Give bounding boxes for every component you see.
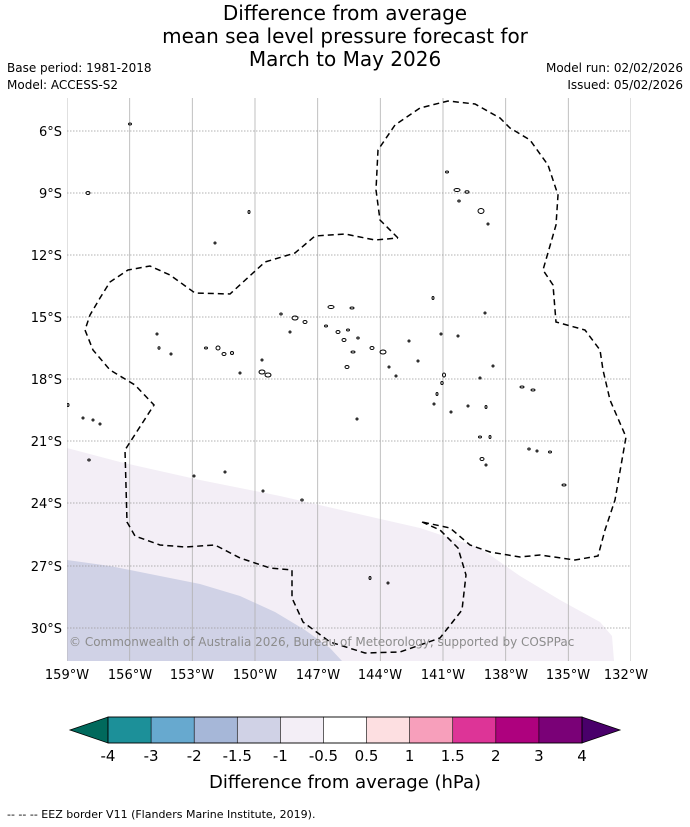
lon-label: 138°W	[484, 668, 528, 683]
colorbar-segment	[193, 716, 238, 744]
latitude-labels: 6°S 9°S 12°S 15°S 18°S 21°S 24°S 27°S 30…	[31, 125, 62, 637]
lat-label: 18°S	[31, 373, 62, 388]
colorbar-tick-label: -2	[187, 747, 202, 765]
colorbar-segment	[495, 716, 540, 744]
lon-label: 150°W	[233, 668, 277, 683]
title-line-3: March to May 2026	[248, 47, 442, 71]
meridians	[67, 98, 631, 661]
eez-border-pitcairn	[84, 233, 467, 654]
map-frame: © Commonwealth of Australia 2026, Bureau…	[67, 98, 631, 661]
lon-label: 147°W	[296, 668, 340, 683]
model-run: Model run: 02/02/2026	[545, 61, 683, 75]
colorbar: -4 -3 -2 -1.5 -1 -0.5 0.5 1 1.5 2 3 4 Difference fr…	[68, 716, 622, 793]
base-period: Base period: 1981-2018	[7, 61, 152, 75]
colorbar-tick-label: 1	[405, 747, 415, 765]
colorbar-segment	[409, 716, 454, 744]
graticule	[67, 98, 631, 661]
lat-label: 21°S	[31, 435, 62, 450]
colorbar-tick-label: -0.5	[309, 747, 338, 765]
colorbar-over-arrow	[581, 716, 622, 744]
colorbar-tick-label: 1.5	[441, 747, 465, 765]
lon-label: 132°W	[604, 668, 648, 683]
colorbar-tick-label: -1.5	[223, 747, 252, 765]
colorbar-title: Difference from average (hPa)	[209, 772, 481, 793]
colorbar-tick-label: 4	[577, 747, 587, 765]
colorbar-segment	[323, 716, 368, 744]
lat-label: 30°S	[31, 622, 62, 637]
title-line-1: Difference from average	[222, 1, 468, 25]
colorbar-tick-label: -1	[273, 747, 288, 765]
eez-footnote: -- -- -- EEZ border V11 (Flanders Marine…	[7, 808, 316, 821]
lon-label: 144°W	[358, 668, 402, 683]
eez-border-french-polynesia	[375, 100, 627, 561]
colorbar-segment	[452, 716, 497, 744]
issued-date: Issued: 05/02/2026	[567, 78, 683, 92]
lon-label: 159°W	[45, 668, 89, 683]
anomaly-area-moderate-negative	[67, 560, 342, 661]
lon-label: 135°W	[546, 668, 590, 683]
colorbar-tick-label: -3	[144, 747, 159, 765]
lon-label: 153°W	[170, 668, 214, 683]
colorbar-tick-label: -4	[101, 747, 116, 765]
model-name: Model: ACCESS-S2	[7, 78, 119, 92]
colorbar-segments	[107, 716, 583, 744]
colorbar-labels: -4 -3 -2 -1.5 -1 -0.5 0.5 1 1.5 2 3 4	[101, 747, 587, 765]
map-title: Difference from average mean sea level p…	[0, 2, 690, 71]
colorbar-segment	[236, 716, 281, 744]
colorbar-segment	[150, 716, 195, 744]
colorbar-segment	[107, 716, 152, 744]
lon-label: 156°W	[108, 668, 152, 683]
longitude-labels: 159°W 156°W 153°W 150°W 147°W 144°W 141°…	[45, 668, 648, 683]
lon-label: 141°W	[421, 668, 465, 683]
lat-label: 15°S	[31, 311, 62, 326]
copyright-notice: © Commonwealth of Australia 2026, Bureau…	[69, 635, 574, 649]
meta-left: Base period: 1981-2018 Model: ACCESS-S2	[7, 60, 152, 94]
colorbar-segment	[366, 716, 411, 744]
colorbar-tick-label: 2	[491, 747, 501, 765]
title-line-2: mean sea level pressure forecast for	[162, 24, 528, 48]
lat-label: 24°S	[31, 497, 62, 512]
colorbar-segment	[280, 716, 325, 744]
lat-label: 27°S	[31, 560, 62, 575]
parallels	[67, 130, 631, 629]
meta-right: Model run: 02/02/2026 Issued: 05/02/2026	[546, 60, 683, 94]
colorbar-tick-label: 3	[534, 747, 544, 765]
lat-label: 9°S	[39, 187, 62, 202]
lat-label: 12°S	[31, 249, 62, 264]
colorbar-segment	[538, 716, 583, 744]
lat-label: 6°S	[39, 125, 62, 140]
colorbar-tick-label: 0.5	[355, 747, 379, 765]
islands	[67, 122, 567, 585]
colorbar-under-arrow	[68, 716, 109, 744]
